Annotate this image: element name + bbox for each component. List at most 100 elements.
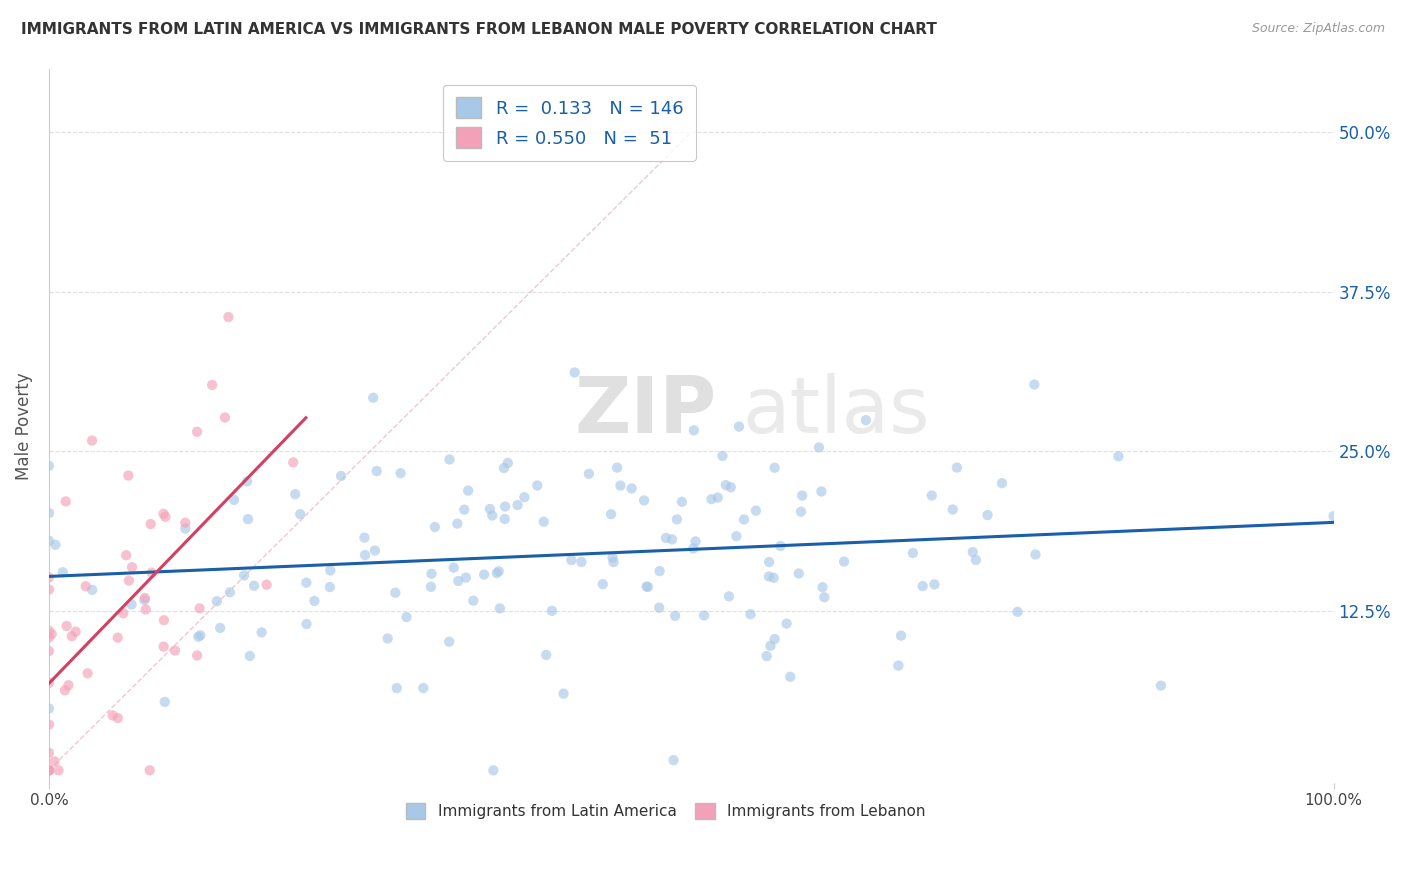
Point [187,630,209,644]
Point [740,607,762,622]
Point [41,627,63,641]
Point [38,676,60,690]
Point [472,567,495,582]
Point [366,464,388,478]
Point [779,670,801,684]
Point [38,764,60,778]
Point [121,560,143,574]
Point [233,568,256,582]
Point [890,629,912,643]
Point [962,545,984,559]
Point [60,629,83,643]
Point [284,487,307,501]
Point [38,644,60,658]
Point [506,498,529,512]
Point [811,580,834,594]
Point [153,613,176,627]
Point [813,591,835,605]
Point [115,548,138,562]
Point [330,469,353,483]
Point [832,555,855,569]
Point [76,666,98,681]
Point [1150,679,1173,693]
Point [364,543,387,558]
Point [758,569,780,583]
Point [423,520,446,534]
Point [38,717,60,731]
Point [571,555,593,569]
Point [728,419,751,434]
Point [720,480,742,494]
Point [707,491,730,505]
Point [446,516,468,531]
Point [222,492,245,507]
Point [80,434,103,448]
Point [38,631,60,645]
Point [1007,605,1029,619]
Point [463,593,485,607]
Point [683,423,706,437]
Point [134,593,156,607]
Point [991,476,1014,491]
Point [513,490,536,504]
Point [648,600,671,615]
Point [153,695,176,709]
Point [201,378,224,392]
Point [354,548,377,562]
Point [141,566,163,580]
Point [420,566,443,581]
Point [855,413,877,427]
Point [1107,450,1129,464]
Point [492,461,515,475]
Point [447,574,470,588]
Point [420,580,443,594]
Point [236,475,259,489]
Point [592,577,614,591]
Point [664,608,686,623]
Point [602,555,624,569]
Point [700,492,723,507]
Point [256,578,278,592]
Point [810,484,832,499]
Point [494,512,516,526]
Point [138,764,160,778]
Point [481,508,503,523]
Point [671,494,693,508]
Point [205,594,228,608]
Point [188,601,211,615]
Point [38,746,60,760]
Point [217,310,239,324]
Point [439,452,461,467]
Point [219,585,242,599]
Point [389,467,412,481]
Point [38,570,60,584]
Point [385,681,408,695]
Point [453,502,475,516]
Point [560,553,582,567]
Point [439,634,461,648]
Point [602,550,624,565]
Point [174,521,197,535]
Point [55,619,77,633]
Point [250,625,273,640]
Point [553,687,575,701]
Point [494,500,516,514]
Point [733,512,755,526]
Point [295,575,318,590]
Point [942,502,965,516]
Text: ZIP: ZIP [575,374,717,450]
Point [117,468,139,483]
Point [792,489,814,503]
Point [1024,377,1046,392]
Point [52,565,75,579]
Point [443,560,465,574]
Point [887,658,910,673]
Text: atlas: atlas [742,374,931,450]
Point [38,506,60,520]
Point [186,425,208,439]
Point [135,602,157,616]
Point [38,701,60,715]
Point [1024,548,1046,562]
Point [759,639,782,653]
Text: Source: ZipAtlas.com: Source: ZipAtlas.com [1251,22,1385,36]
